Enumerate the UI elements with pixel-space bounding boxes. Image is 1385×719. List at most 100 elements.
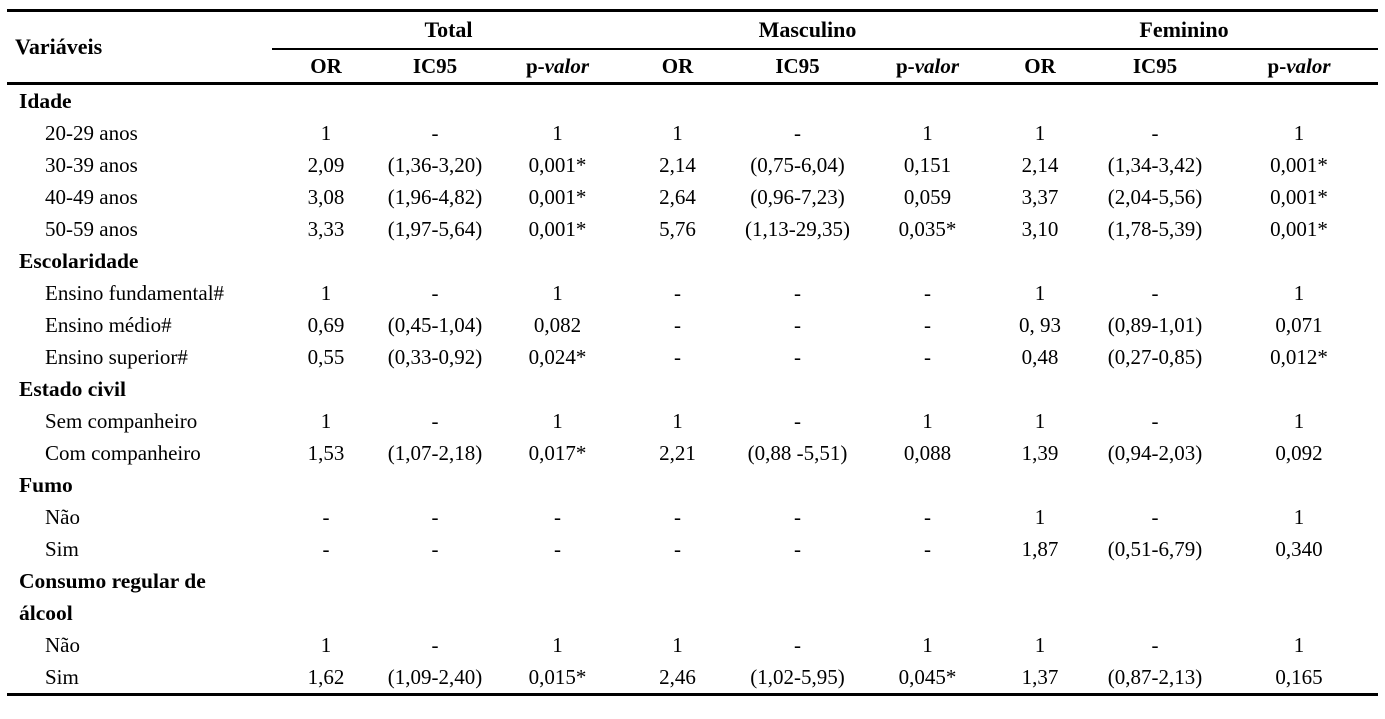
table-cell: 3,10 xyxy=(1021,217,1059,241)
table-cell: (0,75-6,04) xyxy=(750,153,845,177)
table-cell: - xyxy=(674,505,681,529)
table-cell: 0,059 xyxy=(903,185,952,209)
table-row: Ensino médio# 0,69 (0,45-1,04) 0,082 - - - 0, 9… xyxy=(7,309,1378,341)
group-header-row: Variáveis Total Masculino Feminino xyxy=(7,10,1379,85)
table-cell: (1,02-5,95) xyxy=(750,665,845,689)
results-table: Variáveis Total Masculino Feminino OR IC… xyxy=(7,9,1379,696)
table-cell: 1 xyxy=(1034,121,1046,145)
table-cell: 0,012* xyxy=(1270,345,1328,369)
row-label: 40-49 anos xyxy=(45,185,138,209)
table-cell: 0,015* xyxy=(528,665,587,689)
table-cell: - xyxy=(1151,633,1159,657)
table-cell: - xyxy=(674,313,681,337)
table-cell: - xyxy=(431,537,439,561)
row-label: Sim xyxy=(45,665,79,689)
table-row: Sem companheiro 1 - 1 1 - 1 1 - 1 xyxy=(7,405,1378,437)
table-cell: - xyxy=(554,505,561,529)
table-cell: - xyxy=(322,537,330,561)
column-header-total-ic95: IC95 xyxy=(380,49,490,85)
table-cell: 0,001* xyxy=(1270,217,1328,241)
column-header-masculino-ic95: IC95 xyxy=(730,49,865,85)
row-label: Ensino fundamental# xyxy=(45,281,225,305)
table-cell: (1,78-5,39) xyxy=(1107,217,1203,241)
table-cell: 0,001* xyxy=(528,217,587,241)
table-row: Ensino superior# 0,55 (0,33-0,92) 0,024* - - -… xyxy=(7,341,1378,373)
table-cell: 0,088 xyxy=(903,441,952,465)
table-cell: 0,001* xyxy=(528,153,587,177)
subheader-row: OR IC95 p-valor OR IC95 p-valor OR IC95 … xyxy=(7,49,1379,85)
column-header-total-pvalor: p-valor xyxy=(490,49,625,85)
table-cell: 1 xyxy=(1293,281,1305,305)
table-row: 20-29 anos 1 - 1 1 - 1 1 - 1 xyxy=(7,117,1378,149)
table-cell: 1 xyxy=(922,121,933,145)
table-cell: 0,001* xyxy=(1270,153,1328,177)
section-label: Consumo regular de álcool xyxy=(19,569,206,625)
table-cell: 1 xyxy=(1034,633,1046,657)
p-word: valor xyxy=(914,53,960,78)
table-row: Com companheiro 1,53 (1,07-2,18) 0,017* 2,21… xyxy=(7,437,1378,469)
row-label: Não xyxy=(45,633,80,657)
table-cell: 2,46 xyxy=(659,665,696,689)
table-cell: 1 xyxy=(320,281,332,305)
table-cell: 1,37 xyxy=(1021,665,1059,689)
table-cell: - xyxy=(794,313,801,337)
table-cell: (2,04-5,56) xyxy=(1107,185,1203,209)
table-cell: (0,89-1,01) xyxy=(1107,313,1203,337)
table-cell: 2,64 xyxy=(659,185,696,209)
table-cell: - xyxy=(794,537,801,561)
table-cell: 1 xyxy=(1293,505,1305,529)
table-cell: - xyxy=(431,633,439,657)
table-cell: 1,53 xyxy=(307,441,345,465)
table-cell: - xyxy=(554,537,561,561)
table-cell: - xyxy=(794,345,801,369)
table-cell: - xyxy=(1151,409,1159,433)
table-cell: (0,45-1,04) xyxy=(387,313,483,337)
table-row: Ensino fundamental# 1 - 1 - - - 1 - 1 xyxy=(7,277,1378,309)
table-row: Sim 1,62 (1,09-2,40) 0,015* 2,46 (1,02-5,95) 0… xyxy=(7,661,1378,695)
table-cell: 0,151 xyxy=(903,153,952,177)
p-word: valor xyxy=(544,53,589,78)
table-cell: 3,08 xyxy=(307,185,345,209)
table-cell: (1,07-2,18) xyxy=(387,441,483,465)
row-label: Sem companheiro xyxy=(45,409,198,433)
table-cell: - xyxy=(674,345,681,369)
column-header-feminino-ic95: IC95 xyxy=(1090,49,1221,85)
table-row: 40-49 anos 3,08 (1,96-4,82) 0,001* 2,64 (0,96… xyxy=(7,181,1378,213)
row-label: 50-59 anos xyxy=(45,217,138,241)
section-row: Idade xyxy=(7,84,1378,118)
row-label: 20-29 anos xyxy=(45,121,138,145)
table-cell: - xyxy=(431,121,439,145)
table-cell: 1 xyxy=(1034,281,1046,305)
table-cell: 1 xyxy=(1034,505,1046,529)
table-cell: - xyxy=(1151,121,1159,145)
table-cell: (0,51-6,79) xyxy=(1107,537,1203,561)
table-cell: 1 xyxy=(672,121,683,145)
table-cell: 1 xyxy=(1034,409,1046,433)
table-cell: - xyxy=(322,505,330,529)
row-label: Ensino superior# xyxy=(45,345,188,369)
table-cell: - xyxy=(924,313,931,337)
table-cell: 0,017* xyxy=(528,441,587,465)
table-cell: 2,09 xyxy=(307,153,345,177)
table-cell: 1,62 xyxy=(307,665,345,689)
table-cell: 0,001* xyxy=(1270,185,1328,209)
table-cell: 1 xyxy=(320,409,332,433)
table-cell: 0,69 xyxy=(307,313,345,337)
table-cell: 0,165 xyxy=(1275,665,1323,689)
group-header-masculino: Masculino xyxy=(625,10,991,50)
table-cell: (1,36-3,20) xyxy=(387,153,483,177)
table-cell: (0,27-0,85) xyxy=(1107,345,1203,369)
section-row: Estado civil xyxy=(7,373,1378,405)
table-cell: (0,94-2,03) xyxy=(1107,441,1203,465)
table-cell: (1,34-3,42) xyxy=(1107,153,1203,177)
table-cell: 0,035* xyxy=(898,217,957,241)
table-row: 50-59 anos 3,33 (1,97-5,64) 0,001* 5,76 (1,13… xyxy=(7,213,1378,245)
table-cell: 1,39 xyxy=(1021,441,1059,465)
row-label: 30-39 anos xyxy=(45,153,138,177)
table-cell: - xyxy=(924,281,931,305)
section-label: Estado civil xyxy=(19,377,126,401)
table-cell: - xyxy=(674,281,681,305)
group-header-total: Total xyxy=(272,10,625,50)
column-header-feminino-pvalor: p-valor xyxy=(1220,49,1379,85)
